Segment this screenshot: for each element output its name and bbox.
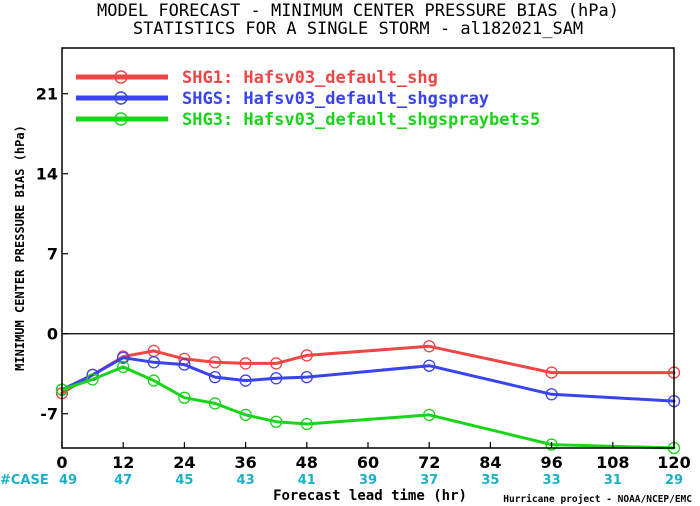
x-tick-label: 0 xyxy=(56,453,67,472)
case-count: 37 xyxy=(420,473,438,488)
x-tick-label: 96 xyxy=(540,453,562,472)
series-1-point xyxy=(208,356,222,369)
series-2-point xyxy=(147,356,160,369)
series-3-point xyxy=(147,374,160,387)
series-2-point xyxy=(239,374,252,387)
series-3-point xyxy=(178,391,191,404)
case-count: 31 xyxy=(604,473,622,488)
x-tick-label: 12 xyxy=(112,453,134,472)
series-3-point xyxy=(86,373,99,386)
legend-label-3: SHG3: Hafsv03_default_shgspraybets5 xyxy=(182,110,540,130)
case-count: 35 xyxy=(481,473,499,488)
legend-marker-1 xyxy=(114,70,128,84)
series-1-point xyxy=(270,357,283,370)
series-3-point xyxy=(300,417,313,431)
y-tick-label: 14 xyxy=(36,165,58,184)
chart-title: MODEL FORECAST - MINIMUM CENTER PRESSURE… xyxy=(97,1,619,21)
case-count: 43 xyxy=(237,473,255,488)
series-2-point xyxy=(208,370,222,384)
series-3-point xyxy=(423,408,436,422)
case-count: 33 xyxy=(543,473,561,488)
series-3-point xyxy=(270,415,283,428)
series-line-3 xyxy=(60,365,676,450)
x-tick-label: 72 xyxy=(418,453,440,472)
series-2-point xyxy=(545,388,558,401)
legend-label-1: SHG1: Hafsv03_default_shg xyxy=(182,68,438,88)
x-tick-label: 24 xyxy=(173,453,195,472)
series-3-point xyxy=(208,397,222,410)
y-tick-label: 7 xyxy=(47,245,58,264)
chart-subtitle: STATISTICS FOR A SINGLE STORM - al182021… xyxy=(133,19,583,39)
case-label: #CASE xyxy=(0,473,49,488)
y-tick-label: -7 xyxy=(40,405,58,424)
series-1-point xyxy=(300,349,313,362)
series-3-point xyxy=(117,360,130,374)
series-3-point xyxy=(239,408,252,422)
series-1-point xyxy=(239,357,252,370)
case-count: 45 xyxy=(175,473,193,488)
series-2-point xyxy=(423,359,436,372)
case-count: 29 xyxy=(665,473,683,488)
case-count: 47 xyxy=(114,473,132,488)
case-count: 49 xyxy=(59,473,77,488)
series-2-point xyxy=(178,358,191,371)
x-tick-label: 48 xyxy=(296,453,318,472)
legend-marker-3 xyxy=(114,112,128,126)
case-count: 41 xyxy=(298,473,316,488)
legend-label-2: SHGS: Hafsv03_default_shgspray xyxy=(182,89,489,109)
y-axis-label: MINIMUM CENTER PRESSURE BIAS (hPa) xyxy=(13,125,27,371)
y-tick-label: 21 xyxy=(36,85,58,104)
x-tick-label: 120 xyxy=(657,453,690,472)
x-tick-label: 60 xyxy=(357,453,379,472)
legend-marker-2 xyxy=(114,91,128,105)
series-2-point xyxy=(270,372,283,385)
x-tick-label: 84 xyxy=(479,453,501,472)
x-tick-label: 36 xyxy=(234,453,256,472)
y-tick-label: 0 xyxy=(47,325,58,344)
series-1-point xyxy=(545,366,558,379)
series-3-point xyxy=(545,438,558,451)
series-2-point xyxy=(117,351,130,364)
series-2-point xyxy=(300,370,313,384)
series-1-point xyxy=(423,340,436,353)
x-tick-label: 108 xyxy=(596,453,629,472)
x-axis-label: Forecast lead time (hr) xyxy=(273,488,467,504)
credit-text: Hurricane project - NOAA/NCEP/EMC xyxy=(503,494,692,505)
case-count: 39 xyxy=(359,473,377,488)
